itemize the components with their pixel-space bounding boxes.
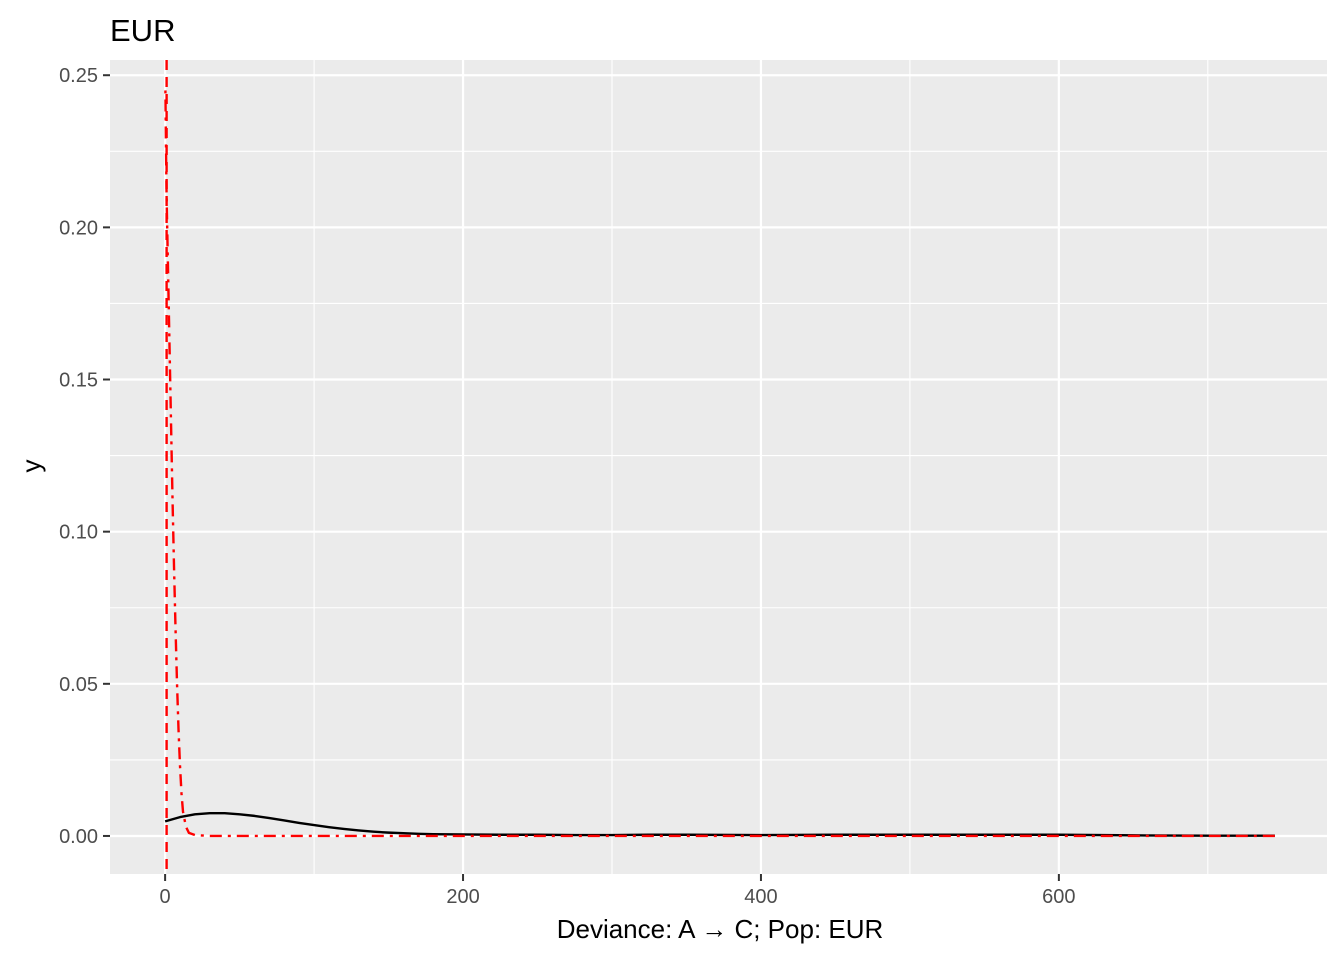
y-tick-label: 0.25: [59, 65, 98, 87]
series-layer: [164, 60, 1275, 874]
y-axis-title: y: [16, 460, 46, 473]
x-tick-label: 600: [1042, 886, 1075, 908]
y-tick-label: 0.10: [59, 522, 98, 544]
x-axis: 0 200 400 600: [160, 874, 1076, 908]
y-axis: 0.00 0.05 0.10 0.15 0.20 0.25: [59, 65, 110, 848]
minor-gridlines: [110, 60, 1327, 874]
chart-title: EUR: [110, 13, 175, 48]
plot-panel: [110, 60, 1327, 874]
x-tick-label: 0: [160, 886, 171, 908]
x-tick-label: 400: [744, 886, 777, 908]
y-tick-label: 0.15: [59, 370, 98, 392]
y-tick-label: 0.20: [59, 217, 98, 239]
density-line: [164, 811, 1275, 837]
y-tick-label: 0.00: [59, 826, 98, 848]
reference-density-line: [164, 90, 1275, 838]
x-tick-label: 200: [446, 886, 479, 908]
x-axis-title: Deviance: A → C; Pop: EUR: [557, 914, 884, 944]
y-tick-label: 0.05: [59, 674, 98, 696]
